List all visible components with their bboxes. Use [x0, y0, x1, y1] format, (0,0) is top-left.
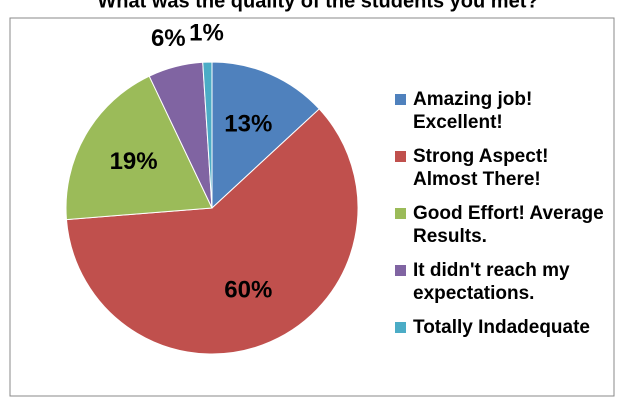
- legend-entry: Good Effort! Average Results.: [395, 202, 610, 248]
- data-label: 1%: [189, 19, 224, 46]
- legend: Amazing job! Excellent! Strong Aspect! Al…: [395, 88, 610, 350]
- chart-border: [9, 17, 615, 397]
- legend-label: Good Effort! Average Results.: [413, 203, 604, 247]
- legend-swatch: [395, 265, 406, 276]
- data-label: 60%: [224, 276, 272, 303]
- legend-swatch: [395, 322, 406, 333]
- pie-slice: [65, 108, 359, 355]
- pie-slice: [211, 61, 320, 210]
- data-label: 13%: [224, 110, 272, 137]
- legend-label: It didn't reach my expectations.: [413, 260, 570, 304]
- chart-title: What was the quality of the students you…: [97, 0, 538, 12]
- legend-swatch: [395, 208, 406, 219]
- legend-swatch: [395, 151, 406, 162]
- legend-label: Totally Indadequate: [413, 317, 591, 338]
- legend-label: Amazing job! Excellent!: [413, 89, 533, 133]
- legend-entry: Totally Indadequate: [395, 316, 610, 339]
- legend-swatch: [395, 94, 406, 105]
- legend-label: Strong Aspect! Almost There!: [413, 146, 549, 190]
- legend-entry: Strong Aspect! Almost There!: [395, 145, 610, 191]
- pie-slice: [202, 61, 213, 209]
- legend-entry: It didn't reach my expectations.: [395, 259, 610, 305]
- data-label: 19%: [110, 148, 158, 175]
- pie-slice: [65, 75, 213, 221]
- data-label: 6%: [151, 25, 186, 52]
- legend-entry: Amazing job! Excellent!: [395, 88, 610, 134]
